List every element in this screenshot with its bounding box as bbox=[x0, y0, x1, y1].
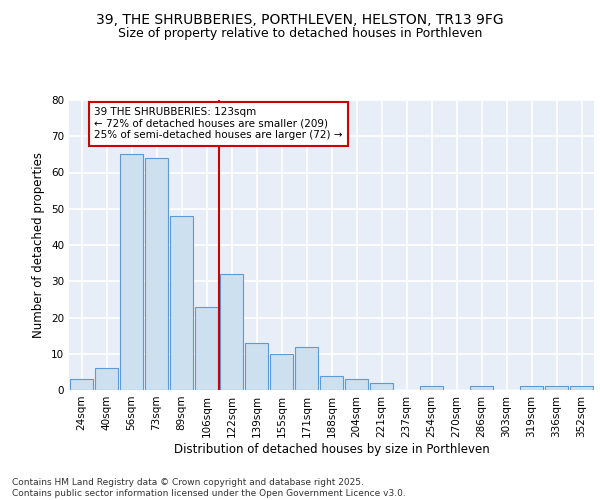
Y-axis label: Number of detached properties: Number of detached properties bbox=[32, 152, 46, 338]
Bar bbox=[220, 274, 244, 390]
Text: 39, THE SHRUBBERIES, PORTHLEVEN, HELSTON, TR13 9FG: 39, THE SHRUBBERIES, PORTHLEVEN, HELSTON… bbox=[96, 12, 504, 26]
Bar bbox=[295, 346, 319, 390]
Bar bbox=[95, 368, 118, 390]
Text: 39 THE SHRUBBERIES: 123sqm
← 72% of detached houses are smaller (209)
25% of sem: 39 THE SHRUBBERIES: 123sqm ← 72% of deta… bbox=[94, 108, 343, 140]
X-axis label: Distribution of detached houses by size in Porthleven: Distribution of detached houses by size … bbox=[173, 442, 490, 456]
Bar bbox=[545, 386, 568, 390]
Bar bbox=[245, 343, 268, 390]
Bar bbox=[569, 386, 593, 390]
Bar bbox=[344, 379, 368, 390]
Text: Size of property relative to detached houses in Porthleven: Size of property relative to detached ho… bbox=[118, 28, 482, 40]
Bar bbox=[70, 379, 94, 390]
Bar bbox=[119, 154, 143, 390]
Bar bbox=[520, 386, 544, 390]
Bar bbox=[370, 383, 394, 390]
Bar bbox=[145, 158, 169, 390]
Bar bbox=[269, 354, 293, 390]
Bar bbox=[194, 306, 218, 390]
Bar bbox=[419, 386, 443, 390]
Text: Contains HM Land Registry data © Crown copyright and database right 2025.
Contai: Contains HM Land Registry data © Crown c… bbox=[12, 478, 406, 498]
Bar bbox=[320, 376, 343, 390]
Bar bbox=[470, 386, 493, 390]
Bar bbox=[170, 216, 193, 390]
